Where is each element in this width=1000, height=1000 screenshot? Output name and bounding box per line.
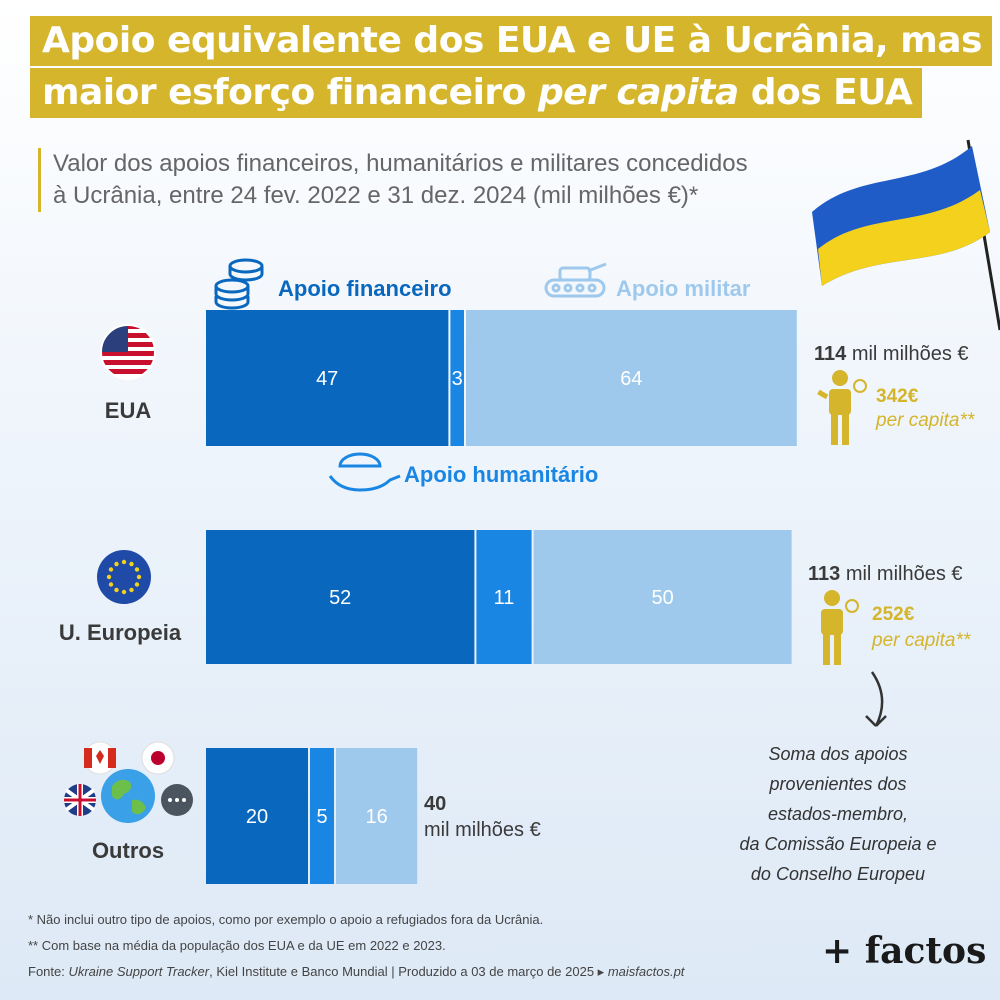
legend-financial: Apoio financeiro: [278, 276, 452, 301]
data-label-humanitarian-outros: 5: [316, 806, 327, 828]
legend-military: Apoio militar: [616, 276, 751, 301]
total-label-ue: 113 mil milhões €: [808, 563, 963, 585]
eu-note-line: provenientes dos: [768, 774, 906, 794]
bar-financial-outros: [206, 748, 308, 884]
per-capita-value-ue: 252€: [872, 604, 915, 625]
title-line-2: maior esforço financeiro per capita dos …: [30, 68, 923, 118]
category-label-ue: U. Europeia: [59, 620, 182, 645]
eu-note: Soma dos apoios provenientes dos estados…: [739, 744, 936, 884]
data-label-financial-ue: 52: [329, 587, 351, 609]
data-label-financial-eua: 47: [316, 368, 338, 390]
bar-financial-eua: [206, 310, 449, 446]
brand-logo: + factos: [822, 930, 987, 972]
chart-title: Apoio equivalente dos EUA e UE à Ucrânia…: [30, 16, 992, 120]
bar-military-eua: [466, 310, 797, 446]
category-label-eua: EUA: [105, 398, 152, 423]
legend-humanitarian: Apoio humanitário: [404, 462, 598, 487]
bar-humanitarian-ue: [476, 530, 532, 664]
eu-note-line: estados-membro,: [768, 804, 908, 824]
eu-note-line: do Conselho Europeu: [751, 864, 925, 884]
globe-icon: [101, 769, 155, 823]
tank-icon: [544, 262, 607, 298]
japan-flag-icon: [141, 741, 175, 775]
bar-humanitarian-outros: [310, 748, 334, 884]
uk-flag-icon: [64, 784, 96, 816]
ukraine-flag-icon: [812, 139, 1000, 331]
person-icon: [821, 590, 859, 665]
bar-humanitarian-eua: [450, 310, 464, 446]
source-line: Fonte: Ukraine Support Tracker, Kiel Ins…: [28, 964, 685, 979]
bread-hand-icon: [328, 452, 401, 492]
data-label-military-outros: 16: [365, 806, 387, 828]
bar-military-ue: [533, 530, 792, 664]
eu-flag-icon: [97, 550, 151, 604]
data-label-humanitarian-ue: 11: [494, 587, 515, 609]
eu-note-line: Soma dos apoios: [768, 744, 907, 764]
total-label-eua: 114 mil milhões €: [814, 343, 969, 365]
total-value-outros: 40: [424, 793, 446, 815]
per-capita-value-eua: 342€: [876, 386, 919, 407]
data-label-military-ue: 50: [651, 587, 673, 609]
data-label-military-eua: 64: [620, 368, 642, 390]
data-label-humanitarian-eua: 3: [452, 368, 463, 390]
canada-flag-icon: [83, 741, 117, 775]
curved-arrow-icon: [865, 671, 887, 727]
per-capita-label-eua: per capita**: [875, 410, 975, 431]
data-label-financial-outros: 20: [246, 806, 268, 828]
person-icon: [817, 370, 867, 445]
bar-financial-ue: [206, 530, 475, 664]
usa-flag-icon: [100, 324, 156, 380]
total-unit-outros: mil milhões €: [424, 819, 541, 841]
eu-note-line: da Comissão Europeia e: [739, 834, 936, 854]
category-label-outros: Outros: [92, 838, 164, 863]
coins-icon: [214, 258, 264, 310]
footnote-2: ** Com base na média da população dos EU…: [28, 938, 446, 953]
bar-military-outros: [336, 748, 418, 884]
site-link[interactable]: maisfactos.pt: [607, 964, 685, 979]
chart-subtitle: Valor dos apoios financeiros, humanitári…: [38, 148, 833, 212]
footnote-1: * Não inclui outro tipo de apoios, como …: [28, 912, 544, 927]
per-capita-label-ue: per capita**: [871, 630, 971, 651]
title-line-1: Apoio equivalente dos EUA e UE à Ucrânia…: [30, 16, 992, 66]
more-icon: [161, 784, 193, 816]
